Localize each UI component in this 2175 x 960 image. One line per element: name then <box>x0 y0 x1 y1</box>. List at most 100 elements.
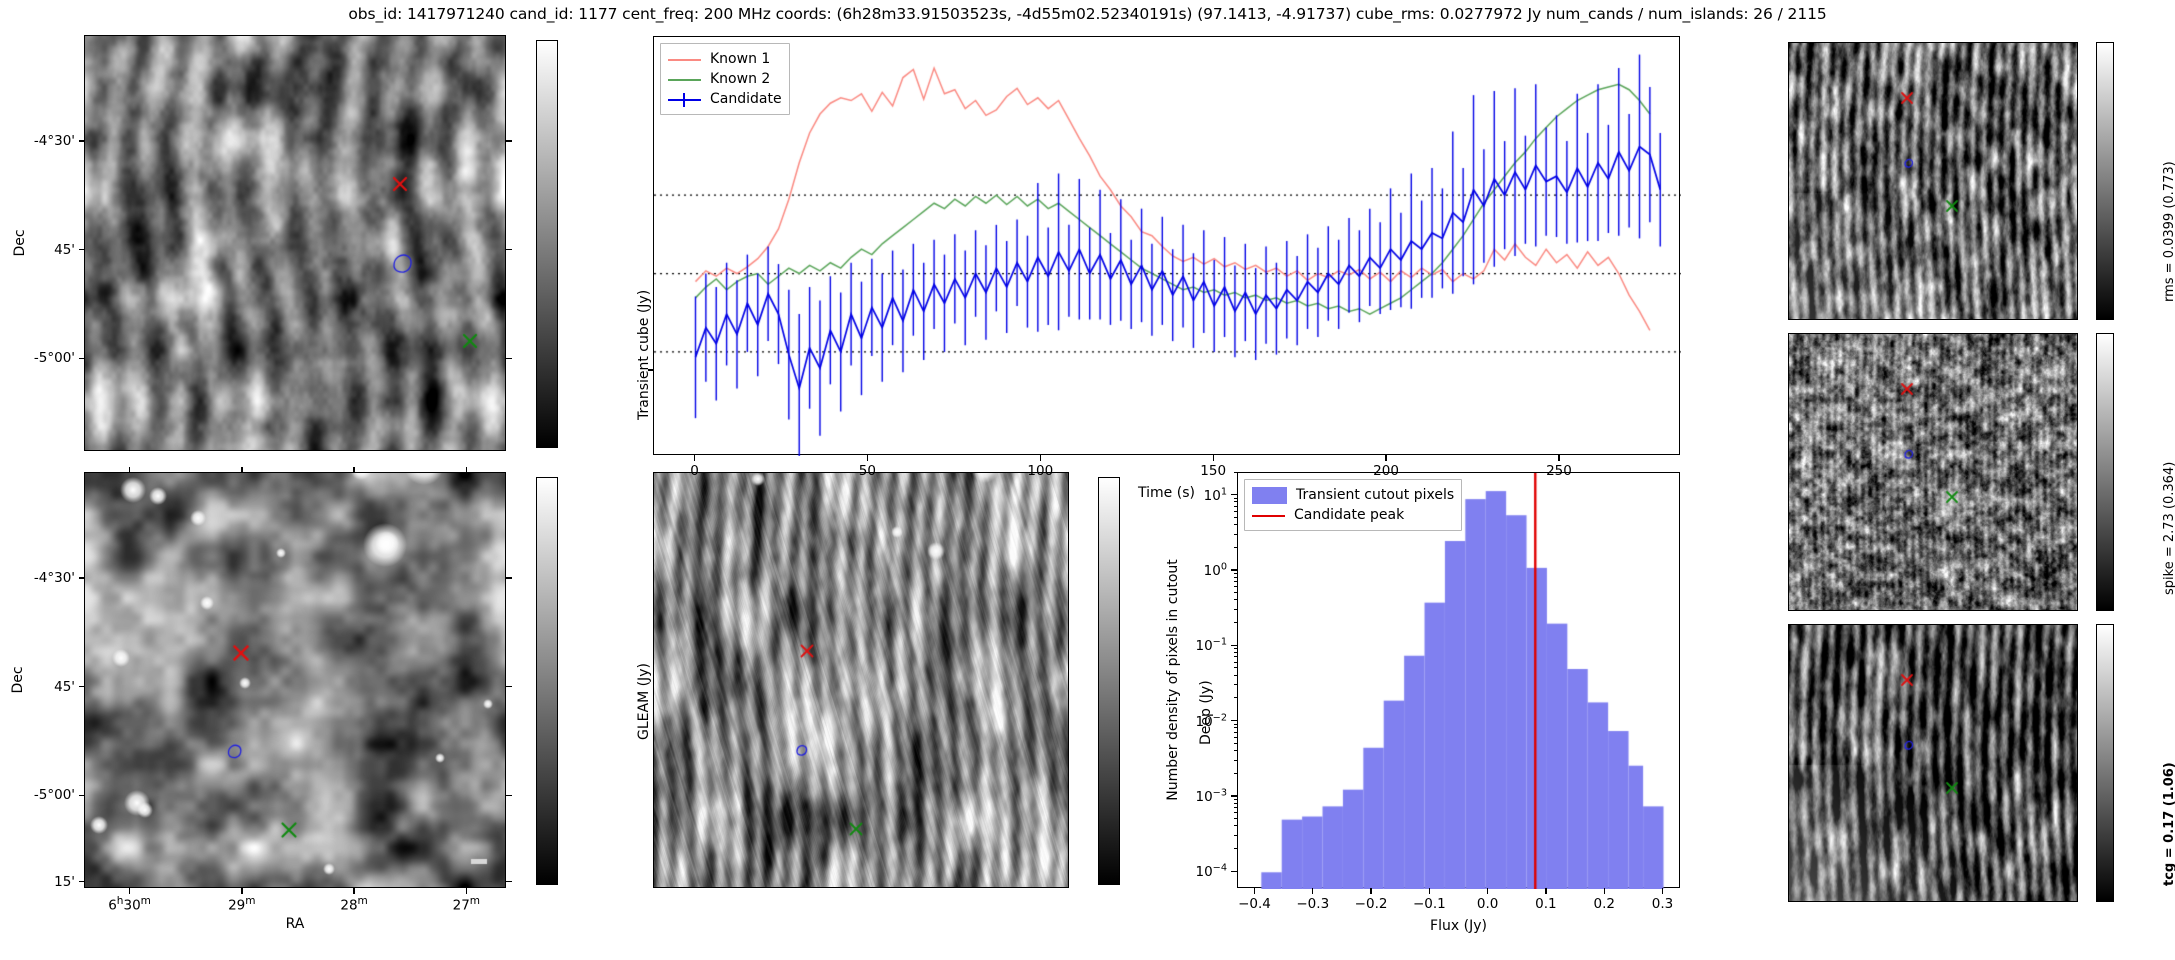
lightcurve-y-tick-mark <box>647 369 653 371</box>
dec-right-tick-mark <box>506 140 512 142</box>
histogram-fill-swatch <box>1252 486 1287 504</box>
dec-tick-label: -5°00' <box>33 350 75 367</box>
histogram-y-tick-label: 10−3 <box>1195 787 1227 805</box>
histogram-x-tick-label: 0.3 <box>1651 896 1674 912</box>
lightcurve-x-tick-label: 0 <box>690 463 699 479</box>
histogram-x-tick-mark <box>1545 888 1547 894</box>
histogram-y-minor-tick-mark <box>1233 656 1237 658</box>
lightcurve-x-tick-mark <box>866 455 869 461</box>
histogram-y-axis-label: Number density of pixels in cutout <box>1165 559 1181 801</box>
lightcurve-x-tick-label: 100 <box>1027 463 1054 479</box>
histogram-y-minor-tick-mark <box>1233 599 1237 601</box>
histogram-y-minor-tick-mark <box>1233 772 1237 774</box>
figure-title: obs_id: 1417971240 cand_id: 1177 cent_fr… <box>348 5 1827 23</box>
histogram-y-minor-tick-mark <box>1233 608 1237 610</box>
ra-tick-mark <box>353 888 355 894</box>
legend-item-transient-pixels: Transient cutout pixels <box>1252 485 1454 505</box>
histogram-x-tick-label: −0.4 <box>1238 896 1271 912</box>
legend-item-candidate: Candidate <box>668 89 782 109</box>
transient-cube-colorbar-label: Transient cube (Jy) <box>636 289 652 420</box>
histogram-y-tick-mark <box>1231 644 1237 647</box>
histogram-y-minor-tick-mark <box>1233 834 1237 836</box>
histogram-y-minor-tick-mark <box>1233 471 1237 473</box>
histogram-y-tick-mark <box>1231 569 1237 571</box>
histogram-y-minor-tick-mark <box>1233 736 1237 738</box>
candidate-errorbar-swatch <box>668 92 701 107</box>
dec-axis-label: Dec <box>10 666 26 694</box>
histogram-x-tick-label: 0.2 <box>1593 896 1615 912</box>
deep-image[interactable] <box>653 472 1069 888</box>
histogram-y-minor-tick-mark <box>1233 516 1237 518</box>
legend-label-known2: Known 2 <box>710 71 771 87</box>
histogram-y-minor-tick-mark <box>1233 622 1237 624</box>
lightcurve-legend: Known 1 Known 2 Candidate <box>660 43 790 115</box>
histogram-y-tick-label: 10−1 <box>1195 636 1227 655</box>
lightcurve-axes[interactable] <box>653 36 1681 456</box>
lightcurve-x-tick-label: 200 <box>1373 463 1399 479</box>
histogram-y-tick-mark <box>1231 795 1237 797</box>
transient-cube-image[interactable] <box>84 35 506 451</box>
histogram-y-minor-tick-mark <box>1233 652 1237 654</box>
dec-right-tick-mark <box>506 794 512 796</box>
flux-histogram-axes[interactable] <box>1237 472 1681 889</box>
histogram-y-minor-tick-mark <box>1233 501 1237 503</box>
dec-tick-label: -4°30' <box>33 570 75 587</box>
candidate-peak-swatch <box>1252 509 1285 522</box>
histogram-x-tick-mark <box>1370 888 1372 894</box>
histogram-legend: Transient cutout pixels Candidate peak <box>1244 479 1462 531</box>
lightcurve-x-tick-mark <box>1385 455 1387 461</box>
gleam-colorbar-label: GLEAM (Jy) <box>636 663 652 740</box>
lightcurve-x-tick-mark <box>1558 455 1560 461</box>
gleam-colorbar <box>536 477 558 885</box>
histogram-y-minor-tick-mark <box>1233 684 1237 686</box>
histogram-y-minor-tick-mark <box>1233 798 1237 800</box>
histogram-x-tick-label: −0.1 <box>1412 896 1446 912</box>
legend-item-known1: Known 1 <box>668 49 780 69</box>
histogram-y-minor-tick-mark <box>1233 576 1237 578</box>
dec-tick-label: 45' <box>54 678 75 695</box>
histogram-y-minor-tick-mark <box>1233 510 1237 512</box>
histogram-y-minor-tick-mark <box>1233 667 1237 669</box>
histogram-y-minor-tick-mark <box>1233 727 1237 729</box>
histogram-y-minor-tick-mark <box>1233 572 1237 574</box>
histogram-x-tick-mark <box>1253 888 1256 894</box>
ra-tick-label: 28m <box>340 895 368 914</box>
tcg-image[interactable] <box>1788 624 2078 902</box>
histogram-y-minor-tick-mark <box>1233 848 1237 850</box>
known2-line-swatch <box>668 73 701 86</box>
ra-top-tick-mark <box>241 466 243 472</box>
dec-tick-label: 15' <box>54 873 75 890</box>
dec-axis-label: Dec <box>12 229 28 257</box>
lightcurve-x-tick-label: 150 <box>1200 463 1227 479</box>
histogram-x-tick-mark <box>1312 888 1314 894</box>
histogram-x-axis-label: Flux (Jy) <box>1430 918 1487 934</box>
dec-right-tick-mark <box>506 577 512 579</box>
legend-label-candidate-peak: Candidate peak <box>1294 507 1405 523</box>
ra-top-tick-mark <box>465 466 468 472</box>
dec-tick-mark <box>78 686 84 688</box>
legend-label-candidate: Candidate <box>710 91 782 107</box>
histogram-x-tick-mark <box>1487 888 1489 894</box>
dec-right-tick-mark <box>506 881 512 883</box>
ra-top-tick-mark <box>353 466 355 472</box>
histogram-x-tick-mark <box>1661 888 1664 894</box>
gleam-image[interactable] <box>84 472 506 888</box>
histogram-x-tick-mark <box>1603 888 1605 894</box>
histogram-y-minor-tick-mark <box>1233 524 1237 526</box>
histogram-y-minor-tick-mark <box>1233 759 1237 761</box>
ra-tick-mark <box>241 888 243 894</box>
dec-tick-mark <box>78 249 84 251</box>
spike-image[interactable] <box>1788 333 2078 611</box>
histogram-y-tick-mark <box>1231 870 1237 872</box>
histogram-x-tick-label: −0.3 <box>1296 896 1330 912</box>
ra-tick-mark <box>128 888 131 894</box>
ra-tick-label: 29m <box>228 895 256 914</box>
histogram-y-minor-tick-mark <box>1233 586 1237 588</box>
histogram-y-minor-tick-mark <box>1233 497 1237 499</box>
ra-tick-mark <box>465 888 468 894</box>
lightcurve-x-axis-label: Time (s) <box>1138 485 1195 501</box>
lightcurve-x-tick-label: 50 <box>858 463 876 479</box>
histogram-y-minor-tick-mark <box>1233 802 1237 804</box>
lightcurve-x-tick-mark <box>693 455 696 461</box>
rms-image[interactable] <box>1788 42 2078 320</box>
